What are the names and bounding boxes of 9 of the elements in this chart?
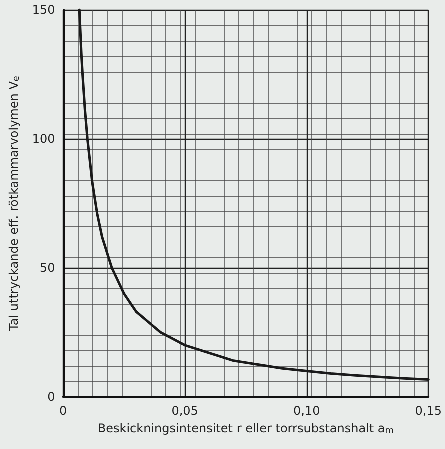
y-tick-label: 150	[32, 3, 56, 17]
x-tick-label: 0	[59, 404, 68, 418]
y-tick-label: 100	[32, 132, 56, 146]
y-tick-label: 0	[48, 390, 56, 404]
y-tick-label: 50	[40, 261, 56, 275]
y-axis-title: Tal uttryckande eff. rötkammarvolymen Ve	[7, 76, 22, 332]
x-tick-label: 0,05	[172, 404, 198, 418]
x-tick-label: 0,10	[294, 404, 320, 418]
x-tick-label: 0,15	[415, 404, 442, 418]
